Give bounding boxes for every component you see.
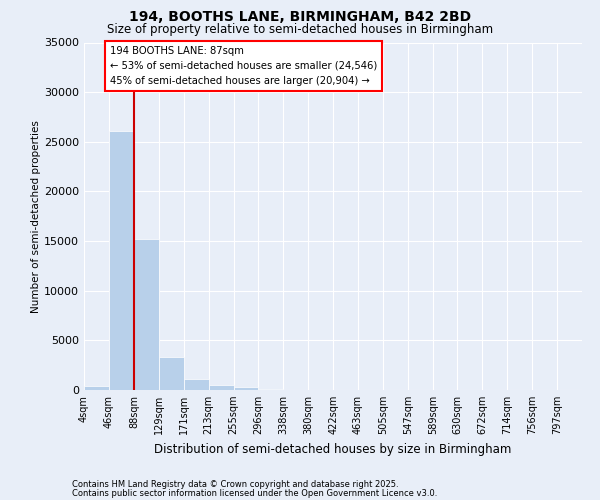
Bar bbox=[134, 239, 158, 390]
Y-axis label: Number of semi-detached properties: Number of semi-detached properties bbox=[31, 120, 41, 312]
Text: Contains public sector information licensed under the Open Government Licence v3: Contains public sector information licen… bbox=[72, 488, 437, 498]
Bar bbox=[209, 385, 233, 390]
X-axis label: Distribution of semi-detached houses by size in Birmingham: Distribution of semi-detached houses by … bbox=[154, 442, 512, 456]
Text: Contains HM Land Registry data © Crown copyright and database right 2025.: Contains HM Land Registry data © Crown c… bbox=[72, 480, 398, 489]
Text: Size of property relative to semi-detached houses in Birmingham: Size of property relative to semi-detach… bbox=[107, 22, 493, 36]
Bar bbox=[184, 379, 209, 390]
Text: 194, BOOTHS LANE, BIRMINGHAM, B42 2BD: 194, BOOTHS LANE, BIRMINGHAM, B42 2BD bbox=[129, 10, 471, 24]
Bar bbox=[233, 387, 258, 390]
Text: 194 BOOTHS LANE: 87sqm
← 53% of semi-detached houses are smaller (24,546)
45% of: 194 BOOTHS LANE: 87sqm ← 53% of semi-det… bbox=[110, 46, 377, 86]
Bar bbox=[84, 386, 109, 390]
Bar bbox=[158, 356, 184, 390]
Bar bbox=[258, 389, 283, 390]
Bar bbox=[109, 131, 134, 390]
